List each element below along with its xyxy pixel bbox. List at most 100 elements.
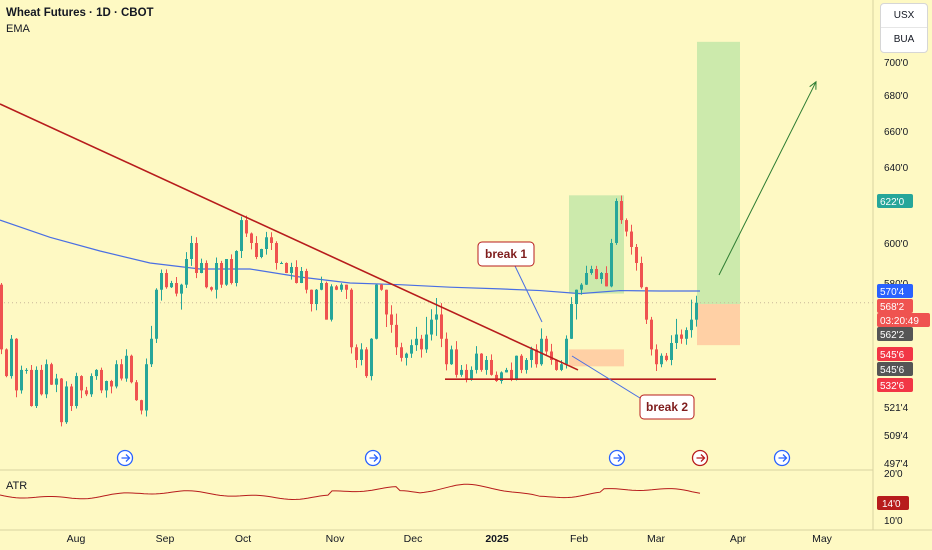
candle-body (315, 289, 318, 305)
candle-body (410, 345, 413, 354)
candle-body (20, 369, 23, 391)
candle-body (425, 334, 428, 350)
currency-selector[interactable]: USX BUA (880, 3, 928, 53)
arrow-right-icon (613, 454, 623, 462)
candle-body (565, 338, 568, 365)
callout-box (477, 241, 535, 267)
target-zone-2 (697, 41, 740, 305)
arrow-right-icon (369, 454, 379, 462)
candle-body (495, 374, 498, 381)
price-badge (877, 362, 913, 376)
candle-body (615, 201, 618, 243)
candle-body (40, 369, 43, 395)
price-tick-label: 521'4 (884, 403, 909, 414)
candle-body (660, 355, 663, 365)
candle-body (75, 376, 78, 407)
candle-body (600, 273, 603, 279)
candle-body (530, 349, 533, 360)
candle-body (420, 338, 423, 350)
candle-body (160, 273, 163, 290)
candle-body (25, 369, 28, 371)
candle-body (590, 269, 593, 273)
candle-body (455, 349, 458, 375)
candle-body (215, 263, 218, 290)
candle-body (15, 338, 18, 391)
candle-body (265, 237, 268, 249)
callout-box (639, 394, 695, 420)
candle-body (90, 376, 93, 395)
price-tick-label: 509'4 (884, 431, 909, 442)
projection-arrow (718, 81, 817, 276)
price-badge-label: 622'0 (880, 197, 905, 208)
price-badge-label: 545'6 (880, 365, 905, 376)
price-tick-label: 640'0 (884, 163, 909, 174)
candle-body (330, 286, 333, 320)
candle-body (385, 289, 388, 315)
candle-body (300, 271, 303, 283)
callout-label: break 1 (485, 247, 527, 261)
candle-body (635, 247, 638, 263)
price-badge (877, 313, 930, 327)
time-tick-label: Feb (570, 533, 588, 545)
candle-body (290, 267, 293, 273)
candle-body (395, 324, 398, 348)
indicator-label: EMA (6, 23, 30, 35)
candle-body (640, 263, 643, 288)
price-badge (877, 378, 913, 392)
candle-body (100, 369, 103, 391)
stop-zone-1 (569, 349, 624, 367)
arrow-right-icon (121, 454, 131, 462)
candle-body (480, 353, 483, 370)
price-tick-label: 497'4 (884, 459, 909, 470)
candle-body (405, 353, 408, 358)
callout-pointer (571, 355, 641, 399)
candle-body (475, 353, 478, 370)
candle-body (690, 319, 693, 331)
candle-body (380, 284, 383, 290)
candle-body (240, 220, 243, 251)
candle-body (630, 231, 633, 247)
atr-tick-label: 20'0 (884, 469, 903, 480)
candle-body (295, 267, 298, 283)
candle-body (625, 220, 628, 232)
candle-body (190, 243, 193, 259)
candle-body (10, 338, 13, 377)
candle-body (550, 351, 553, 360)
candle-body (370, 338, 373, 377)
candle-body (665, 355, 668, 360)
candle-body (655, 349, 658, 365)
candle-body (55, 378, 58, 385)
candle-body (305, 271, 308, 290)
candle-body (310, 289, 313, 305)
price-tick-label: 600'0 (884, 239, 909, 250)
currency-usx[interactable]: USX (893, 10, 915, 21)
candle-body (320, 283, 323, 290)
candle-body (390, 314, 393, 325)
currency-bua[interactable]: BUA (881, 27, 927, 51)
candle-body (115, 364, 118, 387)
candle-body (500, 372, 503, 381)
candle-body (125, 355, 128, 379)
candle-body (175, 283, 178, 294)
atr-tick-label: 10'0 (884, 516, 903, 527)
time-tick-label: 2025 (485, 533, 509, 545)
candle-body (200, 263, 203, 273)
dividend-marker-icon (696, 454, 706, 462)
candle-body (560, 364, 563, 370)
candle-body (165, 273, 168, 288)
arrow-right-icon (778, 454, 788, 462)
chart-title: Wheat Futures · 1D · CBOT (6, 7, 154, 19)
candle-body (485, 359, 488, 370)
atr-line (0, 483, 701, 501)
candle-body (145, 364, 148, 411)
candle-body (155, 289, 158, 339)
candle-body (5, 349, 8, 377)
candle-body (135, 382, 138, 401)
trendline (0, 103, 579, 371)
candle-body (465, 369, 468, 379)
candle-body (0, 284, 3, 350)
candle-body (325, 283, 328, 320)
price-badge-label: 03:20:49 (880, 316, 919, 327)
candle-body (170, 283, 173, 288)
